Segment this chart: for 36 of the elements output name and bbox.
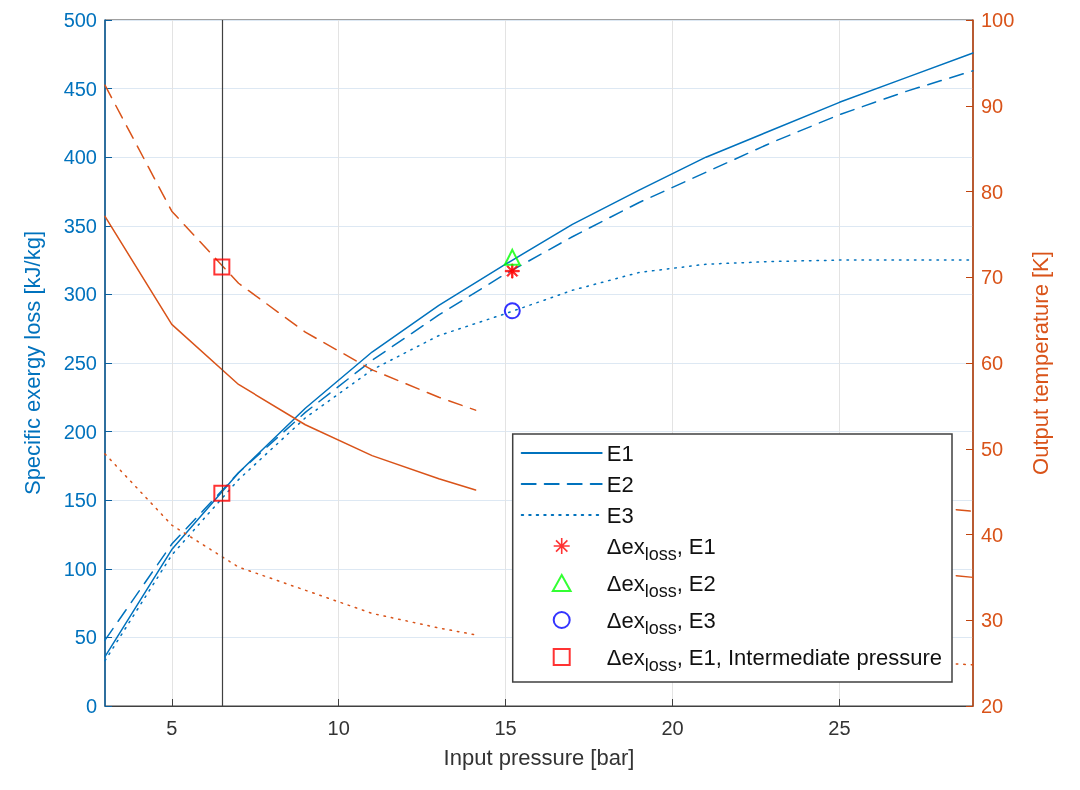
y-tick-label: 0 bbox=[85, 695, 97, 717]
x-tick-label: 10 bbox=[327, 717, 350, 739]
y-tick-label: 250 bbox=[63, 352, 97, 374]
x-tick-label: 15 bbox=[494, 717, 517, 739]
y-tick-label: 200 bbox=[63, 420, 97, 443]
y-axis-title: Specific exergy loss [kJ/kg] bbox=[19, 230, 45, 496]
y2-tick-label: 60 bbox=[981, 352, 1004, 374]
x-tick-label: 5 bbox=[166, 717, 178, 739]
y-tick-label: 150 bbox=[63, 489, 97, 512]
y2-tick-label: 80 bbox=[981, 180, 1004, 203]
y2-tick-label: 90 bbox=[981, 94, 1004, 117]
legend-label: E1 bbox=[606, 440, 634, 466]
point bbox=[504, 263, 520, 279]
x-tick-label: 20 bbox=[661, 717, 684, 739]
legend-label: E2 bbox=[606, 471, 634, 497]
y2-tick-label: 30 bbox=[981, 609, 1004, 632]
legend-label: E3 bbox=[606, 502, 634, 528]
x-axis-title: Input pressure [bar] bbox=[443, 744, 635, 770]
y-tick-label: 500 bbox=[63, 9, 97, 31]
y2-tick-label: 20 bbox=[981, 695, 1004, 717]
y-tick-label: 450 bbox=[63, 77, 97, 100]
y-tick-label: 100 bbox=[63, 557, 97, 580]
y2-tick-label: 40 bbox=[981, 523, 1004, 546]
point bbox=[213, 258, 231, 276]
y-tick-label: 350 bbox=[63, 214, 97, 237]
y2-axis-title: Output temperature [K] bbox=[1027, 251, 1053, 475]
point bbox=[503, 302, 521, 320]
point bbox=[503, 248, 521, 266]
point bbox=[213, 484, 231, 502]
x-tick-label: 25 bbox=[828, 717, 851, 739]
y2-tick-label: 70 bbox=[981, 266, 1004, 289]
y2-tick-label: 100 bbox=[981, 9, 1015, 31]
y-tick-label: 50 bbox=[74, 626, 97, 649]
y2-tick-label: 50 bbox=[981, 437, 1004, 460]
y-tick-label: 400 bbox=[63, 146, 97, 169]
y-tick-label: 300 bbox=[63, 283, 97, 306]
